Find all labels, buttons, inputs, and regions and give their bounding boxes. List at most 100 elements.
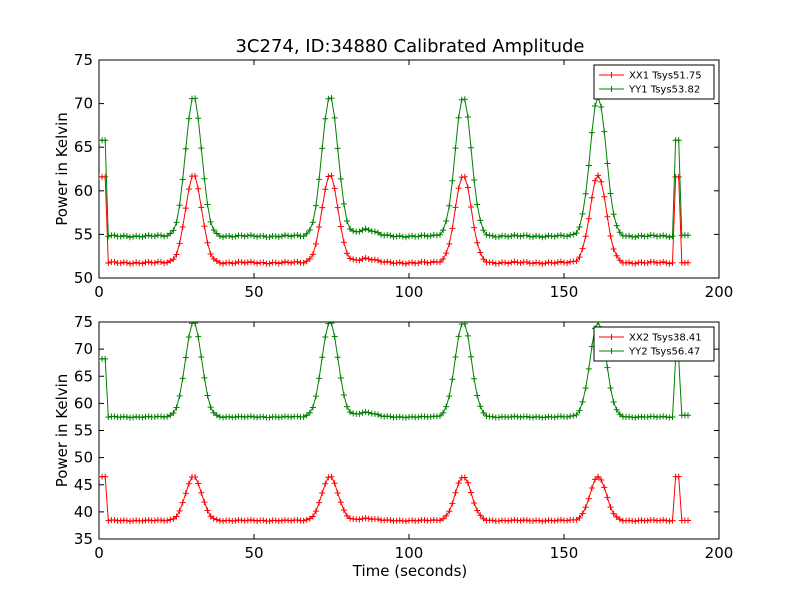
data-point	[601, 128, 608, 135]
data-point	[551, 233, 558, 240]
data-point	[139, 518, 146, 525]
data-point	[421, 232, 428, 239]
data-point	[592, 476, 598, 483]
data-point	[576, 223, 583, 230]
data-point	[111, 516, 118, 523]
data-point	[272, 259, 279, 266]
data-point	[455, 480, 462, 487]
data-point	[452, 354, 459, 361]
data-point	[607, 190, 614, 197]
data-point	[111, 258, 118, 265]
data-point	[427, 232, 434, 239]
data-point	[127, 260, 133, 267]
data-point	[468, 353, 474, 360]
data-point	[557, 232, 564, 239]
data-point	[598, 476, 605, 483]
data-point	[251, 259, 257, 266]
data-point	[167, 516, 174, 523]
y-axis-label: Power in Kelvin	[53, 112, 71, 226]
data-point	[244, 232, 251, 239]
data-point	[557, 516, 564, 523]
data-point	[508, 517, 515, 524]
data-point	[179, 176, 186, 183]
data-point	[285, 232, 292, 239]
data-point	[201, 175, 208, 182]
data-point	[604, 494, 611, 501]
data-point	[375, 516, 381, 523]
data-point	[282, 232, 288, 239]
data-point	[260, 259, 267, 266]
y-tick-label: 50	[74, 449, 93, 467]
data-point	[464, 184, 471, 191]
data-point	[340, 507, 347, 514]
data-point	[399, 260, 406, 267]
data-point	[278, 517, 285, 524]
data-point	[247, 258, 254, 265]
data-point	[161, 233, 168, 240]
data-point	[517, 414, 524, 421]
data-point	[415, 517, 422, 524]
data-point	[399, 233, 406, 240]
data-point	[127, 234, 133, 241]
data-point	[322, 115, 329, 122]
data-point	[592, 177, 598, 184]
data-point	[604, 364, 611, 371]
data-point	[517, 517, 524, 524]
data-point	[238, 413, 245, 420]
data-point	[378, 231, 385, 238]
bottom-subplot: 0 50 100 150 200 35 40 45 50 55 60 65 70 75 Power in K…	[53, 313, 733, 562]
data-point	[427, 413, 434, 420]
data-point	[238, 232, 245, 239]
data-point	[421, 413, 428, 420]
data-point	[502, 232, 509, 239]
data-point	[573, 516, 580, 523]
data-point	[130, 517, 137, 524]
data-point	[514, 259, 521, 266]
data-point	[192, 322, 199, 327]
data-point	[464, 479, 471, 486]
data-point	[362, 225, 369, 232]
y-tick-label: 75	[74, 313, 93, 331]
x-tick-label: 150	[550, 283, 579, 301]
data-point	[480, 515, 487, 522]
data-point	[610, 399, 617, 406]
data-point	[123, 259, 130, 266]
data-point	[340, 239, 347, 246]
data-point	[604, 160, 611, 167]
data-point	[511, 258, 518, 265]
data-point	[657, 232, 664, 239]
data-point	[220, 414, 226, 421]
data-point	[232, 260, 239, 267]
data-point	[576, 407, 583, 414]
data-point	[356, 257, 363, 264]
data-point	[133, 259, 140, 266]
data-point	[170, 409, 177, 416]
data-point	[337, 175, 344, 182]
data-point	[585, 162, 592, 169]
data-point	[204, 201, 211, 208]
data-point	[650, 413, 657, 420]
data-point	[585, 215, 592, 222]
data-point	[402, 518, 409, 525]
data-point	[685, 232, 691, 239]
data-point	[582, 190, 589, 197]
data-point	[220, 518, 226, 525]
data-point	[170, 227, 177, 234]
data-point	[480, 227, 487, 234]
y-tick-label: 65	[74, 138, 93, 156]
data-point	[344, 218, 350, 224]
series-markers	[99, 172, 691, 267]
data-point	[254, 260, 261, 267]
data-point	[406, 233, 412, 240]
data-point	[176, 392, 183, 399]
data-point	[644, 233, 651, 240]
data-point	[359, 515, 366, 522]
data-point	[350, 256, 357, 263]
data-point	[371, 410, 378, 417]
data-point	[536, 233, 543, 240]
data-point	[213, 412, 220, 419]
data-point	[201, 223, 208, 230]
data-point	[471, 177, 478, 184]
chart-title: 3C274, ID:34880 Calibrated Amplitude	[235, 36, 584, 57]
data-point	[365, 409, 372, 416]
